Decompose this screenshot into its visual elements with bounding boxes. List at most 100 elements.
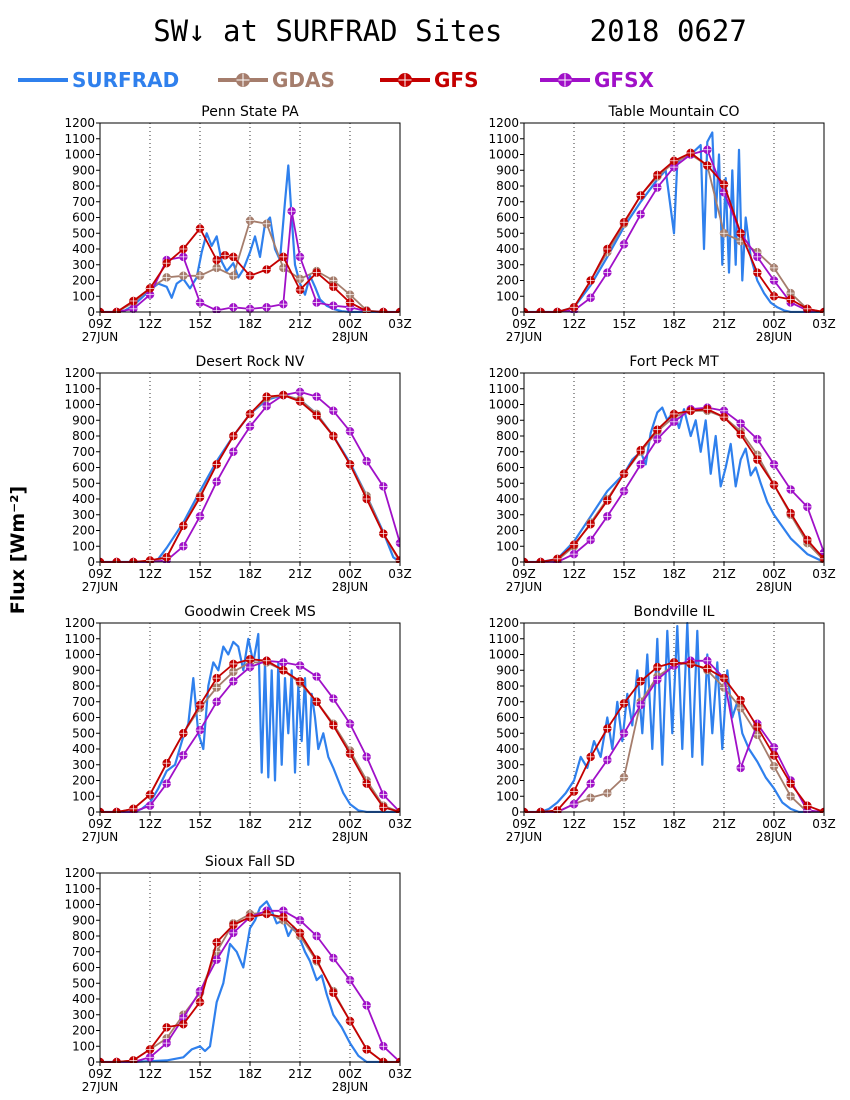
- y-tick-label: 1000: [488, 648, 519, 662]
- y-tick-label: 200: [72, 524, 95, 538]
- x-tick-label: 21Z: [288, 1067, 312, 1081]
- panel-title: Bondville IL: [634, 604, 715, 620]
- legend: SURFRAD GDAS GFS GFSX: [18, 68, 654, 92]
- legend-label-gfs: GFS: [434, 68, 478, 92]
- x-tick-label: 12Z: [138, 817, 162, 831]
- y-tick-label: 800: [496, 429, 519, 443]
- series-gfs-line: [100, 394, 400, 563]
- legend-label-gdas: GDAS: [272, 68, 335, 92]
- x-tick-label: 03Z: [388, 567, 412, 581]
- y-tick-label: 200: [72, 1024, 95, 1038]
- y-tick-label: 1200: [64, 866, 95, 880]
- x-tick-label: 12Z: [138, 567, 162, 581]
- panel-frame: [99, 872, 401, 1063]
- y-tick-label: 700: [72, 695, 95, 709]
- y-tick-label: 300: [72, 758, 95, 772]
- x-tick-label: 15Z: [188, 317, 212, 331]
- panel-3: Desert Rock NV01002003004005006007008009…: [64, 354, 411, 594]
- y-tick-label: 300: [72, 258, 95, 272]
- series-surfrad-line: [524, 406, 824, 563]
- x-tick-label: 18Z: [662, 567, 686, 581]
- x-date-label: 28JUN: [332, 580, 369, 594]
- x-tick-label: 12Z: [138, 1067, 162, 1081]
- panel-frame: [523, 622, 825, 813]
- x-tick-label: 09Z: [88, 1067, 112, 1081]
- y-tick-label: 900: [496, 663, 519, 677]
- x-tick-label: 00Z: [762, 567, 786, 581]
- legend-label-surfrad: SURFRAD: [72, 68, 179, 92]
- y-tick-label: 0: [511, 305, 519, 319]
- plot-area: [100, 387, 400, 563]
- x-tick-label: 12Z: [562, 317, 586, 331]
- x-tick-label: 09Z: [512, 567, 536, 581]
- y-tick-label: 100: [496, 789, 519, 803]
- y-tick-label: 1200: [488, 116, 519, 130]
- x-tick-label: 21Z: [712, 567, 736, 581]
- x-tick-label: 21Z: [712, 317, 736, 331]
- y-tick-label: 600: [72, 211, 95, 225]
- y-tick-label: 0: [87, 305, 95, 319]
- y-tick-label: 500: [72, 976, 95, 990]
- x-date-label: 27JUN: [82, 330, 119, 344]
- series-surfrad-line: [524, 131, 824, 313]
- y-tick-label: 1000: [64, 648, 95, 662]
- x-date-label: 28JUN: [756, 580, 793, 594]
- panel-frame: [99, 122, 401, 313]
- y-tick-label: 800: [496, 679, 519, 693]
- series-gdas-line: [100, 661, 400, 813]
- panel-frame: [523, 122, 825, 313]
- x-date-label: 28JUN: [756, 330, 793, 344]
- x-tick-label: 00Z: [338, 567, 362, 581]
- x-tick-label: 21Z: [288, 817, 312, 831]
- y-tick-label: 100: [72, 539, 95, 553]
- panel-title: Penn State PA: [201, 104, 299, 120]
- y-axis-label: Flux [Wm⁻²]: [7, 486, 29, 614]
- x-date-label: 27JUN: [82, 1080, 119, 1094]
- y-tick-label: 200: [496, 774, 519, 788]
- plot-area: [524, 403, 824, 563]
- y-tick-label: 800: [72, 429, 95, 443]
- y-tick-label: 600: [72, 961, 95, 975]
- y-tick-label: 300: [496, 758, 519, 772]
- x-tick-label: 00Z: [338, 1067, 362, 1081]
- y-tick-label: 300: [496, 508, 519, 522]
- x-date-label: 27JUN: [506, 830, 543, 844]
- series-surfrad-line: [100, 900, 400, 1063]
- x-date-label: 27JUN: [82, 830, 119, 844]
- plot-area: [524, 131, 824, 313]
- x-tick-label: 18Z: [238, 817, 262, 831]
- y-tick-label: 800: [72, 179, 95, 193]
- y-tick-label: 200: [72, 274, 95, 288]
- x-tick-label: 09Z: [512, 317, 536, 331]
- y-tick-label: 0: [87, 805, 95, 819]
- y-tick-label: 900: [496, 163, 519, 177]
- y-tick-label: 0: [511, 555, 519, 569]
- x-date-label: 28JUN: [756, 830, 793, 844]
- panel-6: Bondville IL0100200300400500600700800900…: [488, 604, 835, 844]
- plot-area: [100, 900, 400, 1063]
- y-tick-label: 1100: [488, 382, 519, 396]
- y-tick-label: 1200: [488, 366, 519, 380]
- x-tick-label: 15Z: [612, 817, 636, 831]
- y-tick-label: 100: [496, 539, 519, 553]
- x-tick-label: 18Z: [662, 817, 686, 831]
- x-tick-label: 18Z: [662, 317, 686, 331]
- y-tick-label: 400: [72, 992, 95, 1006]
- legend-label-gfsx: GFSX: [594, 68, 654, 92]
- y-tick-label: 800: [496, 179, 519, 193]
- x-tick-label: 15Z: [188, 1067, 212, 1081]
- x-tick-label: 12Z: [138, 317, 162, 331]
- y-tick-label: 1100: [64, 382, 95, 396]
- y-tick-label: 200: [496, 274, 519, 288]
- y-tick-label: 1200: [64, 366, 95, 380]
- y-tick-label: 900: [72, 163, 95, 177]
- y-tick-label: 1100: [488, 632, 519, 646]
- y-tick-label: 700: [72, 945, 95, 959]
- y-tick-label: 300: [72, 1008, 95, 1022]
- y-tick-label: 100: [72, 1039, 95, 1053]
- y-tick-label: 400: [72, 492, 95, 506]
- y-tick-label: 100: [496, 289, 519, 303]
- series-surfrad-line: [100, 632, 400, 813]
- y-tick-label: 1200: [488, 616, 519, 630]
- y-tick-label: 800: [72, 929, 95, 943]
